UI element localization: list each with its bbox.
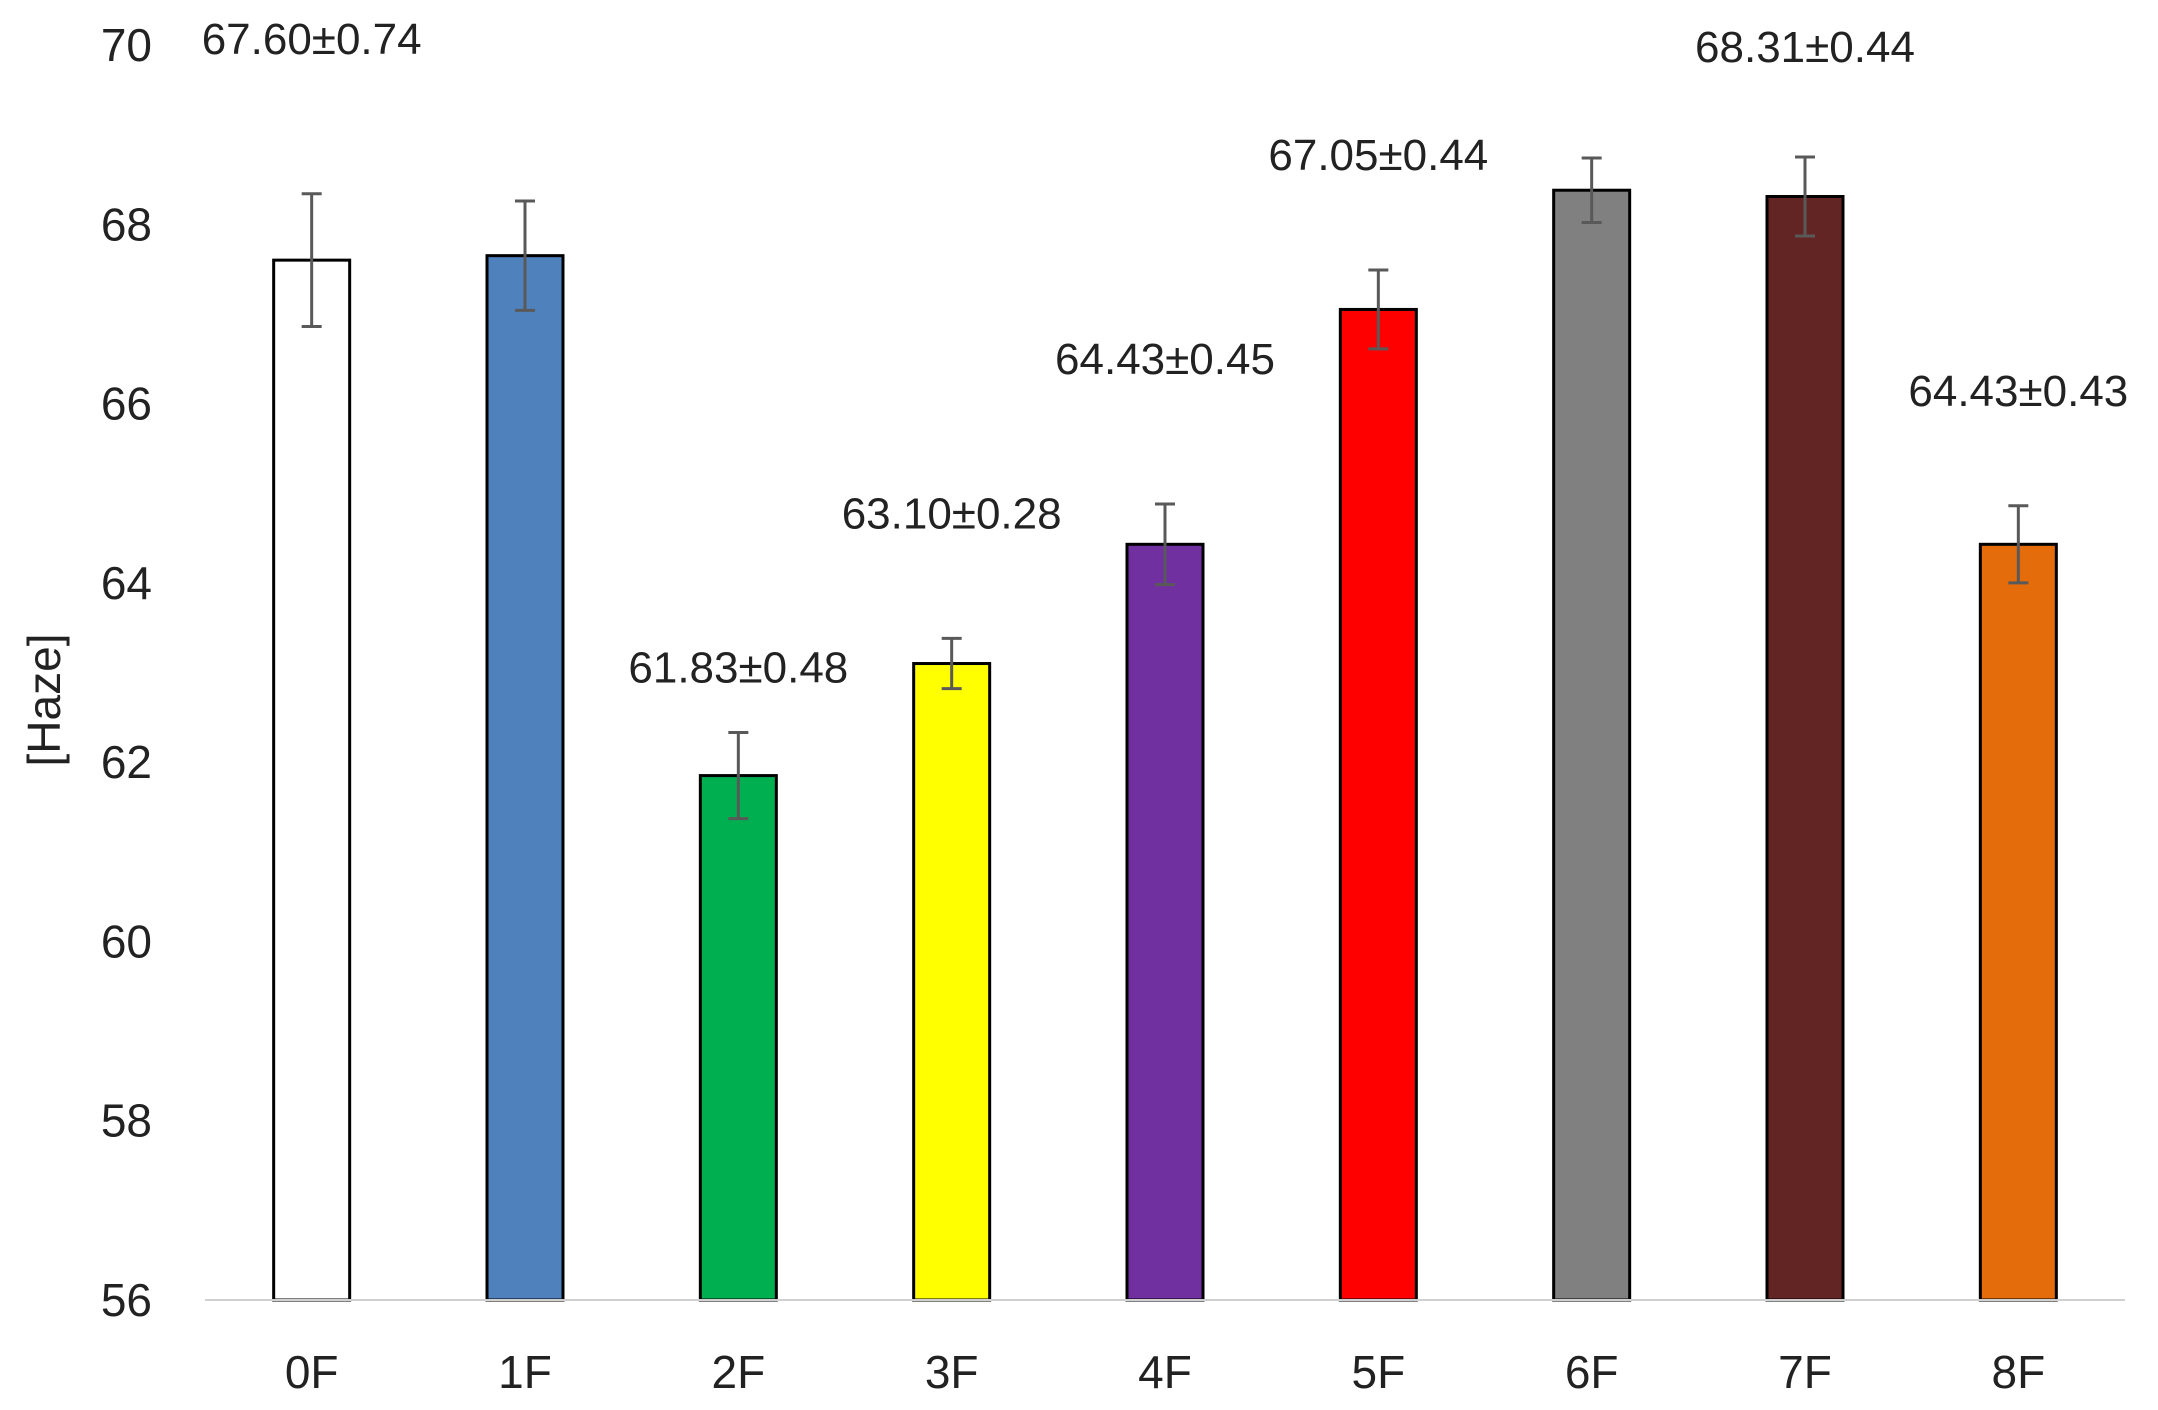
bar-0f [272, 258, 352, 1302]
data-labels: 67.60±0.7467.40±0.6161.83±0.4863.10±0.28… [202, 15, 2129, 693]
error-bars [301, 155, 2029, 821]
y-tick-label: 62 [101, 736, 152, 788]
error-bar-8f [2008, 504, 2029, 585]
bar-2f [698, 774, 778, 1302]
x-tick-label: 4F [1138, 1346, 1192, 1398]
bar-8f [1978, 542, 2058, 1302]
bar-6f [1552, 188, 1632, 1302]
error-bar-1f [515, 199, 535, 312]
bar-7f [1765, 194, 1845, 1302]
error-bar-0f [301, 192, 322, 328]
x-tick-label: 0F [285, 1346, 339, 1398]
x-tick-label: 7F [1778, 1346, 1832, 1398]
x-axis-ticks: 0F 1F 2F 3F 4F 5F 6F 7F 8F [285, 1346, 2045, 1398]
bar-5f [1338, 307, 1418, 1302]
y-axis-title: [Haze] [18, 634, 70, 767]
y-tick-label: 66 [101, 378, 152, 430]
data-label-0f: 67.60±0.74 [202, 15, 422, 64]
y-tick-label: 68 [101, 198, 152, 250]
bars [272, 188, 2058, 1302]
x-tick-label: 1F [498, 1346, 552, 1398]
y-tick-label: 56 [101, 1274, 152, 1326]
bar-3f [912, 662, 992, 1302]
data-label-4f: 64.43±0.45 [1055, 335, 1275, 384]
x-tick-label: 8F [1991, 1346, 2045, 1398]
error-bar-5f [1368, 268, 1389, 351]
error-bar-6f [1581, 156, 1602, 224]
x-tick-label: 6F [1565, 1346, 1619, 1398]
y-tick-label: 58 [101, 1095, 152, 1147]
y-tick-label: 70 [101, 19, 152, 71]
data-label-7f: 68.31±0.44 [1695, 23, 1915, 72]
y-tick-label: 64 [101, 557, 152, 609]
x-tick-label: 2F [711, 1346, 765, 1398]
y-tick-label: 60 [101, 915, 152, 967]
bar-1f [485, 254, 565, 1302]
x-tick-label: 3F [925, 1346, 979, 1398]
data-label-5f: 67.05±0.44 [1268, 131, 1488, 180]
error-bar-3f [941, 636, 962, 691]
bar-4f [1125, 542, 1205, 1302]
error-bar-7f [1795, 155, 1815, 238]
y-axis-ticks: 56 58 60 62 64 66 68 70 [101, 19, 152, 1326]
data-label-2f: 61.83±0.48 [628, 644, 848, 693]
error-bar-4f [1155, 502, 1175, 587]
x-tick-label: 5F [1351, 1346, 1405, 1398]
data-label-8f: 64.43±0.43 [1908, 367, 2128, 416]
data-label-3f: 63.10±0.28 [842, 489, 1062, 538]
error-bar-2f [728, 731, 749, 821]
